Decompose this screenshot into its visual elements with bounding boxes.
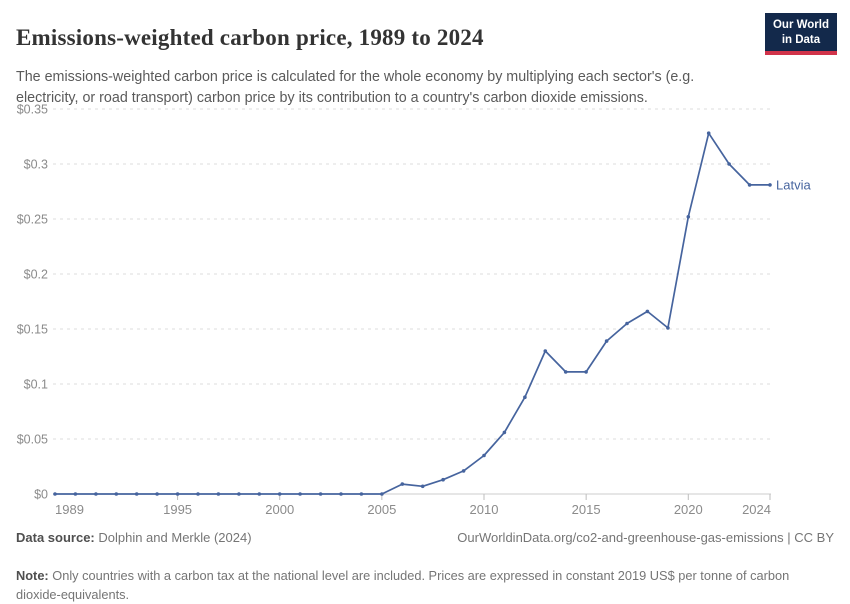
data-point-marker	[523, 395, 527, 400]
data-point-marker	[686, 215, 691, 219]
data-point-marker	[134, 492, 139, 496]
x-axis-tick-label: 1989	[55, 502, 84, 517]
chart-subtitle: The emissions-weighted carbon price is c…	[16, 69, 695, 107]
page-title: Emissions-weighted carbon price, 1989 to…	[16, 25, 484, 51]
data-point-marker	[441, 477, 445, 482]
y-axis-tick-label: $0.25	[17, 213, 48, 227]
data-point-marker	[359, 492, 364, 496]
data-point-marker	[482, 453, 486, 458]
y-axis-tick-label: $0.1	[24, 378, 48, 392]
series-line-latvia	[55, 132, 770, 495]
owid-logo[interactable]: Our World in Data	[764, 13, 837, 55]
y-axis-tick-label: $0	[34, 488, 48, 502]
data-point-marker	[380, 492, 384, 496]
data-point-marker	[94, 492, 98, 496]
data-point-marker	[604, 339, 609, 343]
series-label-latvia: Latvia	[776, 177, 811, 192]
data-point-marker	[706, 131, 711, 135]
data-point-marker	[216, 492, 221, 496]
owid-url-link[interactable]: OurWorldinData.org/co2-and-greenhouse-ga…	[457, 530, 834, 545]
x-axis-tick-label: 2020	[674, 502, 703, 517]
x-axis-tick-label: 2000	[265, 502, 294, 517]
data-point-marker	[298, 492, 302, 496]
x-axis-tick-label: 2024	[742, 502, 771, 517]
owid-logo-line1: Our World	[772, 19, 829, 31]
y-axis-tick-label: $0.35	[17, 103, 48, 117]
note-text: Only countries with a carbon tax at the …	[16, 567, 790, 602]
y-axis-tick-label: $0.15	[17, 323, 48, 337]
x-axis-tick-label: 2015	[572, 502, 601, 517]
data-point-marker	[73, 492, 78, 496]
data-point-marker	[461, 469, 466, 473]
data-point-marker	[155, 492, 159, 496]
data-point-marker	[543, 349, 548, 353]
x-axis-tick-label: 1995	[163, 502, 192, 517]
data-point-marker	[277, 492, 282, 496]
data-point-marker	[502, 430, 507, 435]
data-point-marker	[257, 492, 262, 496]
data-point-marker	[175, 492, 180, 496]
data-point-marker	[645, 309, 650, 314]
data-point-marker	[747, 183, 752, 187]
data-point-marker	[53, 492, 57, 496]
data-point-marker	[114, 492, 119, 496]
data-source-label: Data source:	[16, 530, 95, 545]
y-axis-tick-label: $0.05	[17, 433, 48, 447]
data-point-marker	[625, 321, 629, 326]
x-axis-tick-label: 2010	[470, 502, 499, 517]
line-chart: $0 $0.05 $0.1 $0.15 $0.2 $0.25 $0.3 $0.35 1989 19…	[17, 103, 812, 518]
x-axis-tick-label: 2005	[367, 502, 396, 517]
data-point-marker	[666, 326, 670, 330]
data-point-marker	[584, 370, 588, 374]
data-point-marker	[420, 484, 425, 489]
data-point-marker	[727, 162, 731, 166]
chart-footer: Data source: Dolphin and Merkle (2024) O…	[0, 530, 850, 545]
data-point-marker	[400, 482, 405, 486]
data-source: Data source: Dolphin and Merkle (2024)	[16, 530, 252, 545]
note-label: Note:	[16, 567, 49, 583]
y-axis-tick-label: $0.2	[24, 268, 48, 282]
owid-logo-line2: in Data	[781, 33, 821, 46]
y-axis-tick-label: $0.3	[24, 158, 48, 172]
data-point-marker	[339, 492, 343, 496]
data-point-marker	[768, 183, 772, 187]
data-point-marker	[237, 492, 241, 496]
data-point-marker	[318, 492, 323, 496]
data-source-text: Dolphin and Merkle (2024)	[94, 530, 252, 545]
chart-note: Note: Only countries with a carbon tax a…	[16, 566, 808, 604]
data-point-marker	[563, 370, 568, 374]
data-point-marker	[196, 492, 200, 496]
